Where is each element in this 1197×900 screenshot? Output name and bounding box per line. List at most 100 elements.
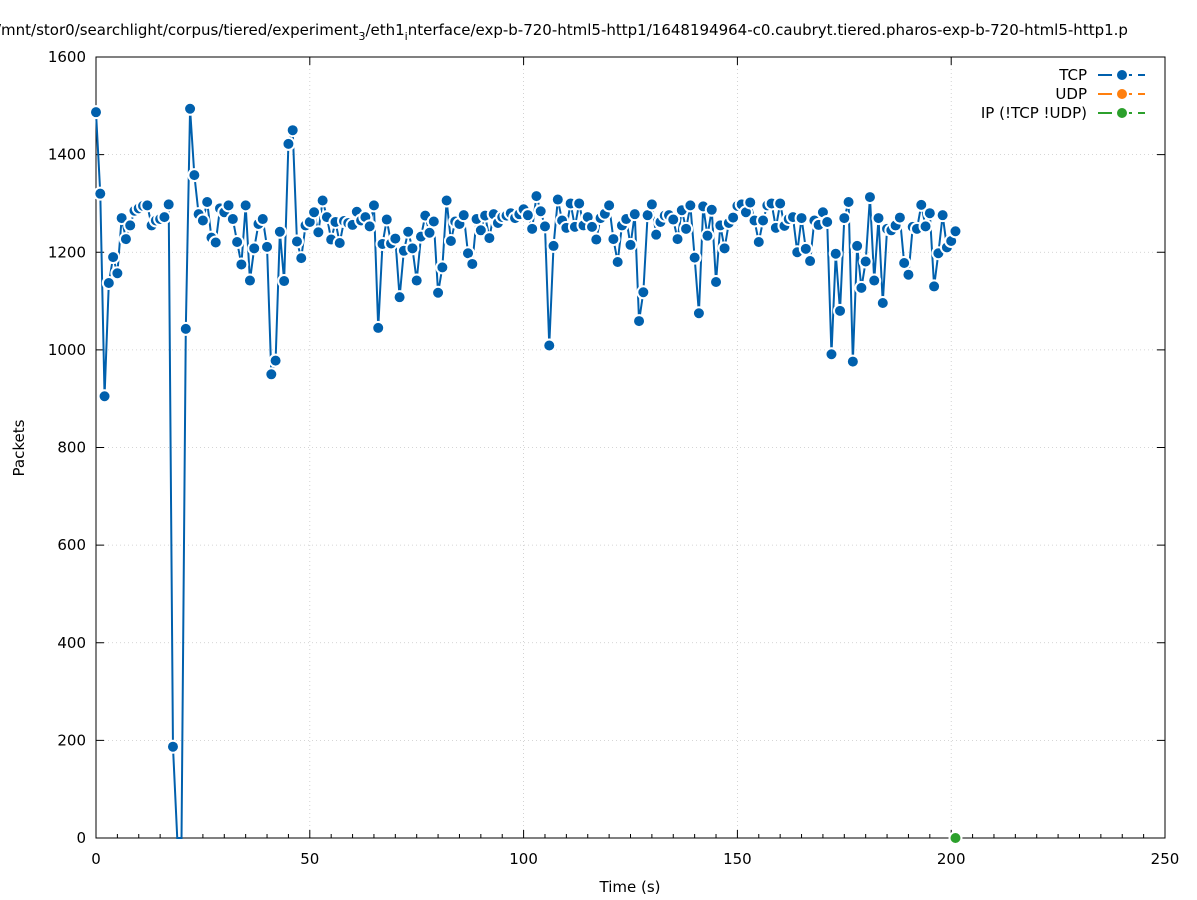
data-point bbox=[315, 193, 330, 208]
data-point bbox=[114, 211, 129, 226]
data-point bbox=[482, 231, 497, 246]
data-point bbox=[687, 250, 702, 265]
data-point bbox=[456, 208, 471, 223]
data-point bbox=[683, 198, 698, 213]
data-point bbox=[841, 194, 856, 209]
series-layer bbox=[89, 101, 963, 845]
data-point bbox=[610, 255, 625, 270]
data-point bbox=[439, 193, 454, 208]
data-point bbox=[123, 218, 138, 233]
data-point bbox=[623, 237, 638, 252]
data-point bbox=[195, 213, 210, 228]
data-point bbox=[225, 212, 240, 227]
data-point bbox=[948, 831, 963, 845]
data-point bbox=[546, 238, 561, 253]
data-point bbox=[465, 256, 480, 271]
chart-title-part: 3 bbox=[358, 30, 365, 43]
y-tick-label: 1200 bbox=[48, 243, 86, 261]
chart-title-part: nterface/exp-b-720-html5-http1/164819496… bbox=[408, 21, 1128, 39]
data-point bbox=[110, 266, 125, 281]
data-point bbox=[862, 190, 877, 205]
data-point bbox=[649, 227, 664, 242]
x-tick-label: 150 bbox=[723, 850, 752, 868]
data-point bbox=[589, 232, 604, 247]
series-2 bbox=[948, 831, 963, 845]
data-point bbox=[867, 273, 882, 288]
data-point bbox=[922, 206, 937, 221]
data-point bbox=[820, 214, 835, 229]
data-point bbox=[97, 389, 112, 404]
data-point bbox=[709, 275, 724, 290]
data-point bbox=[285, 123, 300, 138]
data-point bbox=[572, 196, 587, 211]
series-0 bbox=[89, 101, 963, 839]
data-point bbox=[717, 241, 732, 256]
axis-ticks: 0 200 400 600 800 1000 1200 1400 1600 0 50 100 150 20… bbox=[48, 48, 1180, 868]
data-point bbox=[422, 225, 437, 240]
data-point bbox=[644, 197, 659, 212]
data-point bbox=[751, 234, 766, 249]
data-point bbox=[901, 267, 916, 282]
data-point bbox=[307, 205, 322, 220]
data-point bbox=[93, 186, 108, 201]
data-point bbox=[200, 194, 215, 209]
data-point bbox=[260, 239, 275, 254]
data-point bbox=[178, 321, 193, 336]
data-point bbox=[875, 296, 890, 311]
data-point bbox=[281, 136, 296, 151]
data-point bbox=[392, 290, 407, 305]
y-tick-label: 1400 bbox=[48, 146, 86, 164]
data-point bbox=[289, 234, 304, 249]
data-point bbox=[311, 225, 326, 240]
chart-title-part: /mnt/stor0/searchlight/corpus/tiered/exp… bbox=[0, 21, 359, 39]
data-point bbox=[183, 101, 198, 116]
data-point bbox=[332, 235, 347, 250]
x-tick-label: 50 bbox=[300, 850, 319, 868]
chart-title-part: /eth1 bbox=[365, 21, 404, 39]
x-tick-label: 100 bbox=[509, 850, 538, 868]
data-point bbox=[892, 210, 907, 225]
data-point bbox=[948, 224, 963, 239]
data-point bbox=[794, 211, 809, 226]
data-point bbox=[914, 197, 929, 212]
data-point bbox=[533, 204, 548, 219]
data-point bbox=[726, 210, 741, 225]
data-point bbox=[473, 223, 488, 238]
data-point bbox=[255, 212, 270, 227]
data-point bbox=[743, 195, 758, 210]
data-point bbox=[803, 254, 818, 269]
legend-swatch-marker bbox=[1115, 87, 1129, 101]
x-axis-title: Time (s) bbox=[599, 878, 661, 896]
data-point bbox=[409, 273, 424, 288]
y-tick-label: 400 bbox=[57, 634, 86, 652]
data-point bbox=[161, 197, 176, 212]
y-tick-label: 600 bbox=[57, 536, 86, 554]
legend-label: UDP bbox=[1055, 85, 1087, 103]
data-point bbox=[537, 219, 552, 234]
data-point bbox=[773, 196, 788, 211]
data-point bbox=[845, 354, 860, 369]
chart-title: /mnt/stor0/searchlight/corpus/tiered/exp… bbox=[0, 21, 1128, 43]
data-point bbox=[405, 241, 420, 256]
chart-title-part: i bbox=[405, 30, 408, 43]
data-point bbox=[401, 224, 416, 239]
data-point bbox=[165, 739, 180, 754]
data-point bbox=[106, 250, 121, 265]
data-point bbox=[230, 234, 245, 249]
data-point bbox=[234, 257, 249, 272]
data-point bbox=[627, 207, 642, 222]
data-point bbox=[529, 189, 544, 204]
data-point bbox=[242, 273, 257, 288]
data-point bbox=[606, 232, 621, 247]
data-point bbox=[140, 198, 155, 213]
data-point bbox=[157, 210, 172, 225]
data-point bbox=[700, 228, 715, 243]
data-point bbox=[858, 254, 873, 269]
data-point bbox=[362, 219, 377, 234]
data-point bbox=[550, 192, 565, 207]
data-point bbox=[435, 260, 450, 275]
data-point bbox=[366, 198, 381, 213]
data-point bbox=[798, 241, 813, 256]
